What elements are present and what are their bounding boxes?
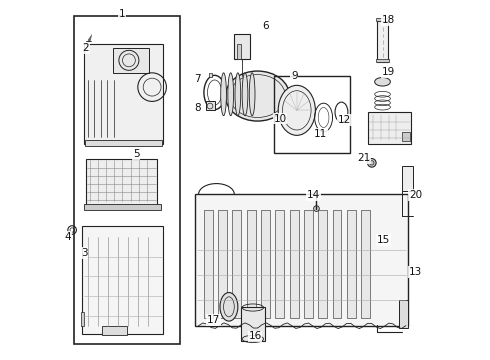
Text: 17: 17 — [207, 315, 220, 325]
Ellipse shape — [220, 293, 238, 321]
Text: 8: 8 — [195, 103, 201, 113]
Text: 11: 11 — [314, 129, 327, 139]
Bar — [273, 76, 350, 153]
Bar — [290, 210, 298, 318]
Bar — [376, 59, 389, 62]
Bar — [86, 158, 157, 205]
Text: 13: 13 — [409, 267, 422, 277]
Text: 3: 3 — [81, 248, 88, 258]
Bar — [376, 18, 389, 21]
Text: 4: 4 — [64, 232, 71, 242]
Text: 6: 6 — [263, 21, 269, 31]
Bar — [275, 210, 284, 318]
Bar — [318, 210, 327, 318]
Bar — [237, 44, 241, 59]
Text: 5: 5 — [133, 149, 139, 159]
Bar — [218, 210, 227, 318]
Text: 20: 20 — [409, 190, 422, 200]
Bar — [84, 44, 163, 144]
Ellipse shape — [368, 158, 376, 167]
Ellipse shape — [375, 77, 391, 86]
Bar — [398, 300, 408, 328]
Bar — [113, 48, 148, 73]
Bar — [232, 210, 242, 318]
Text: 18: 18 — [382, 15, 395, 25]
Bar — [206, 102, 215, 111]
Text: 16: 16 — [248, 332, 262, 342]
Bar — [82, 226, 163, 334]
Bar — [304, 210, 313, 318]
Bar — [195, 194, 408, 327]
Bar — [102, 327, 127, 336]
Bar — [74, 16, 180, 344]
Bar — [402, 132, 410, 141]
Text: 2: 2 — [83, 43, 89, 53]
Text: 15: 15 — [377, 235, 390, 245]
Ellipse shape — [235, 73, 241, 116]
Bar — [377, 21, 388, 62]
Bar — [85, 140, 162, 146]
Bar — [368, 112, 411, 144]
Ellipse shape — [225, 71, 290, 121]
Ellipse shape — [242, 73, 248, 116]
Bar — [209, 73, 212, 77]
Text: 14: 14 — [307, 190, 320, 200]
Bar — [234, 33, 250, 59]
Bar — [84, 204, 161, 210]
Text: 21: 21 — [357, 153, 370, 163]
Text: 7: 7 — [195, 74, 201, 84]
Bar — [333, 210, 342, 318]
Bar — [247, 210, 256, 318]
Ellipse shape — [249, 73, 255, 116]
Bar — [81, 312, 84, 327]
Bar — [361, 210, 370, 318]
Text: 19: 19 — [382, 67, 395, 77]
Text: 12: 12 — [338, 115, 351, 125]
Text: 1: 1 — [119, 9, 125, 19]
Bar — [261, 210, 270, 318]
Ellipse shape — [278, 85, 316, 135]
Bar — [402, 166, 413, 191]
Ellipse shape — [220, 73, 226, 116]
Text: 10: 10 — [273, 113, 287, 123]
Bar — [242, 307, 265, 341]
Text: 9: 9 — [291, 71, 297, 81]
Bar — [347, 210, 356, 318]
Ellipse shape — [314, 206, 319, 211]
Ellipse shape — [228, 73, 234, 116]
Bar — [204, 210, 213, 318]
